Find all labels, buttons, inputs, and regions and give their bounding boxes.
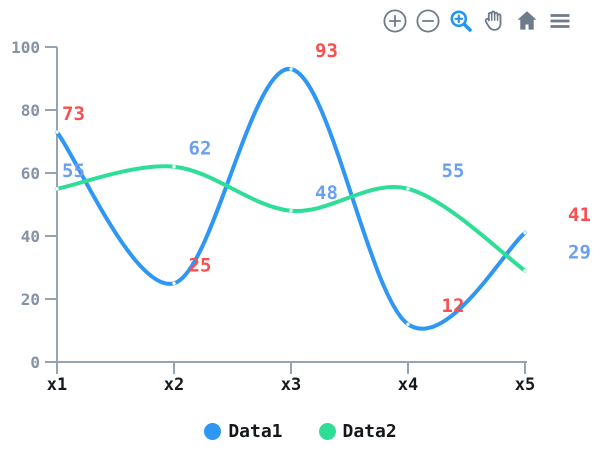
point-label: 55 <box>442 160 465 182</box>
zoom-in-icon <box>383 9 407 33</box>
point-label: 62 <box>189 138 212 160</box>
y-tick-label: 20 <box>21 290 40 309</box>
series-line-data2 <box>55 164 527 273</box>
x-tick-label: x1 <box>47 375 67 395</box>
chart-toolbar <box>382 6 573 36</box>
data-point <box>523 268 527 273</box>
zoom-out-icon <box>416 9 440 33</box>
legend-marker-data2 <box>318 423 336 440</box>
home-button[interactable] <box>514 8 540 34</box>
data-point <box>406 187 410 191</box>
legend-label-data2: Data2 <box>342 421 397 442</box>
point-label: 55 <box>62 160 85 182</box>
y-tick-label: 100 <box>11 38 40 57</box>
zoom-select-icon <box>450 10 472 32</box>
line-chart[interactable]: 0 20 40 60 80 100 x1 x2 x3 x4 x5 73 25 93 12 41 55 62 48 55… <box>0 0 601 412</box>
data-point <box>172 281 176 285</box>
home-reset-icon <box>517 11 537 30</box>
point-label: 48 <box>315 182 338 204</box>
legend-item-data1[interactable]: Data1 <box>204 421 283 442</box>
point-label: 73 <box>62 103 85 125</box>
data-point <box>289 67 293 71</box>
menu-button[interactable] <box>547 8 573 34</box>
point-label: 41 <box>568 204 591 226</box>
legend-label-data1: Data1 <box>228 421 283 442</box>
data-point <box>55 187 59 191</box>
x-tick-label: x2 <box>164 375 184 395</box>
y-tick-label: 80 <box>21 101 40 120</box>
menu-icon <box>550 14 570 28</box>
data-point <box>406 322 410 326</box>
x-tick-label: x4 <box>398 375 418 395</box>
pan-hand-icon <box>484 10 502 31</box>
zoom-out-button[interactable] <box>415 8 441 34</box>
y-tick-label: 0 <box>30 353 40 372</box>
data-point <box>55 130 59 134</box>
series-line-data1 <box>55 67 527 331</box>
point-label: 25 <box>189 254 212 276</box>
data-point <box>172 165 176 169</box>
point-label: 29 <box>568 242 591 264</box>
chart-legend: Data1 Data2 <box>0 421 601 442</box>
y-tick-label: 60 <box>21 164 40 183</box>
data-point <box>523 231 527 235</box>
x-tick-label: x3 <box>281 375 301 395</box>
point-label: 93 <box>315 40 338 62</box>
data-point <box>289 209 293 213</box>
x-tick-label: x5 <box>515 375 535 395</box>
zoom-in-button[interactable] <box>382 8 408 34</box>
zoom-select-button[interactable] <box>448 8 474 34</box>
legend-marker-data1 <box>204 423 222 440</box>
point-label: 12 <box>442 295 465 317</box>
y-tick-label: 40 <box>21 227 40 246</box>
pan-button[interactable] <box>481 8 507 34</box>
legend-item-data2[interactable]: Data2 <box>318 421 397 442</box>
